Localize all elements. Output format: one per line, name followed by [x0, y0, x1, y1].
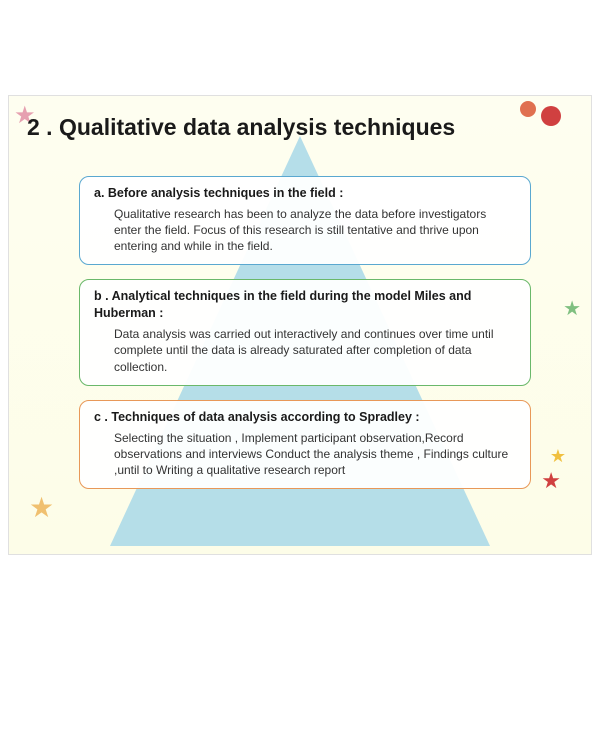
box-b-heading: b . Analytical techniques in the field d… [94, 288, 516, 322]
decoration-star-icon: ★ [563, 296, 581, 321]
box-b-body: Data analysis was carried out interactiv… [94, 326, 516, 375]
box-c-body: Selecting the situation , Implement part… [94, 430, 516, 479]
decoration-star-icon: ★ [541, 468, 561, 494]
info-box-b: b . Analytical techniques in the field d… [79, 279, 531, 385]
box-a-heading: a. Before analysis techniques in the fie… [94, 185, 516, 202]
content-area: a. Before analysis techniques in the fie… [79, 176, 531, 503]
slide-title: 2 . Qualitative data analysis techniques [27, 114, 455, 141]
decoration-fruit-icon [520, 101, 536, 117]
box-a-body: Qualitative research has been to analyze… [94, 206, 516, 255]
info-box-c: c . Techniques of data analysis accordin… [79, 400, 531, 489]
decoration-fruit-icon [541, 106, 561, 126]
decoration-star-icon: ★ [550, 446, 566, 467]
box-c-heading: c . Techniques of data analysis accordin… [94, 409, 516, 426]
decoration-star-icon: ★ [29, 491, 54, 524]
slide-container: ★ ★ ★ ★ ★ 2 . Qualitative data analysis … [8, 95, 592, 555]
info-box-a: a. Before analysis techniques in the fie… [79, 176, 531, 265]
